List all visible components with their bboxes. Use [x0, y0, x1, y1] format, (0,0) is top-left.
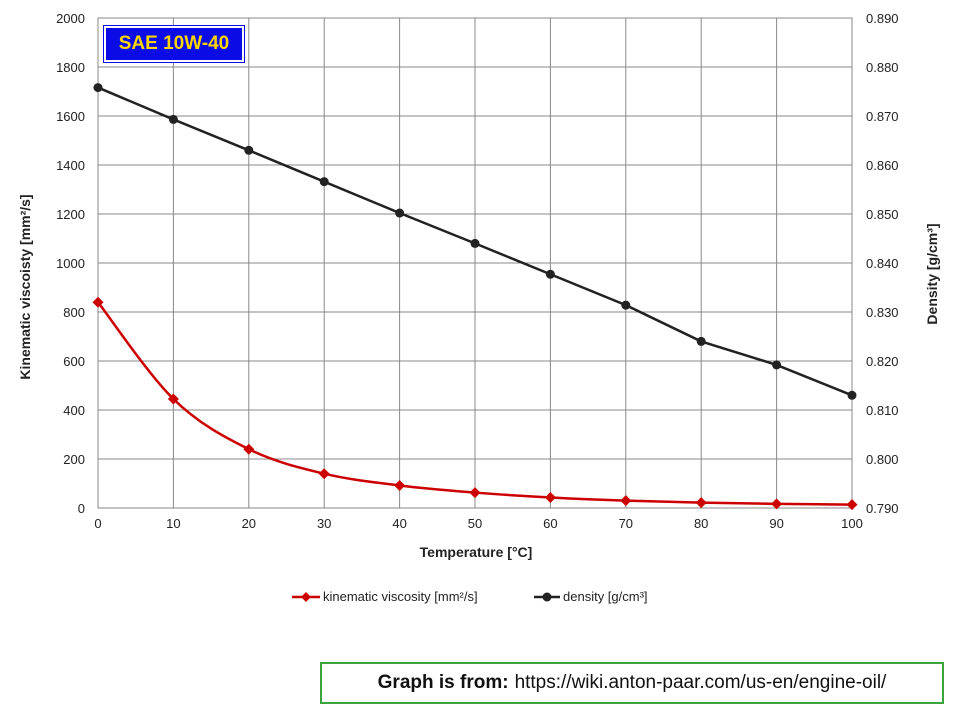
viscosity-point	[695, 497, 707, 509]
y-left-tick-label: 1800	[56, 60, 85, 75]
y-right-tick-label: 0.850	[866, 207, 899, 222]
y-left-axis-title: Kinematic viscoisty [mm²/s]	[17, 194, 33, 379]
y-left-tick-label: 800	[63, 305, 85, 320]
viscosity-point	[620, 495, 632, 507]
density-point	[772, 360, 782, 370]
density-point	[168, 114, 178, 124]
y-left-tick-label: 600	[63, 354, 85, 369]
y-left-axis-ticks: 0 200 400 600 800 1000 1200 1400 1600 1800 2000	[56, 11, 85, 516]
y-left-tick-label: 400	[63, 403, 85, 418]
series-layer	[92, 83, 858, 511]
x-tick-label: 50	[468, 516, 482, 531]
chart-title: SAE 10W-40	[118, 33, 230, 54]
viscosity-line	[97, 301, 853, 506]
x-tick-label: 80	[694, 516, 708, 531]
viscosity-point	[846, 499, 858, 511]
legend-label-viscosity: kinematic viscosity [mm²/s]	[323, 589, 478, 604]
y-left-tick-label: 1400	[56, 158, 85, 173]
legend: kinematic viscosity [mm²/s] density [g/c…	[292, 589, 648, 604]
x-tick-label: 10	[166, 516, 180, 531]
y-right-tick-label: 0.870	[866, 109, 899, 124]
y-left-tick-label: 2000	[56, 11, 85, 26]
density-point	[395, 208, 405, 218]
density-point	[93, 83, 103, 93]
y-right-tick-label: 0.810	[866, 403, 899, 418]
viscosity-point	[544, 491, 556, 503]
x-axis-title: Temperature [°C]	[420, 544, 533, 560]
y-left-tick-label: 1200	[56, 207, 85, 222]
y-right-tick-label: 0.890	[866, 11, 899, 26]
legend-marker-viscosity	[301, 592, 311, 602]
legend-marker-density	[542, 592, 552, 602]
y-right-tick-label: 0.790	[866, 501, 899, 516]
y-left-tick-label: 1600	[56, 109, 85, 124]
source-url[interactable]: https://wiki.anton-paar.com/us-en/engine…	[514, 672, 887, 693]
viscosity-point	[243, 443, 255, 455]
x-tick-label: 0	[94, 516, 101, 531]
density-point	[319, 177, 329, 187]
y-right-axis-ticks: 0.790 0.800 0.810 0.820 0.830 0.840 0.850 0.860…	[866, 11, 899, 516]
y-right-tick-label: 0.880	[866, 60, 899, 75]
source-label: Graph is from:	[377, 672, 509, 693]
x-axis-ticks: 0 10 20 30 40 50 60 70 80 90 100	[94, 516, 862, 531]
x-tick-label: 90	[769, 516, 783, 531]
y-left-tick-label: 0	[78, 501, 85, 516]
viscosity-point	[394, 479, 406, 491]
x-tick-label: 30	[317, 516, 331, 531]
grid	[97, 17, 853, 509]
viscosity-point	[469, 487, 481, 499]
y-right-tick-label: 0.820	[866, 354, 899, 369]
density-point	[545, 269, 555, 279]
density-point	[696, 336, 706, 346]
chart-title-badge: SAE 10W-40	[103, 25, 245, 63]
y-right-tick-label: 0.830	[866, 305, 899, 320]
viscosity-point	[167, 393, 179, 405]
x-tick-label: 100	[841, 516, 863, 531]
x-tick-label: 20	[242, 516, 256, 531]
y-left-tick-label: 200	[63, 452, 85, 467]
density-point	[621, 300, 631, 310]
chart: 0 10 20 30 40 50 60 70 80 90 100 0 200 400 600 800 1000…	[17, 11, 940, 604]
density-point	[847, 390, 857, 400]
viscosity-point	[318, 468, 330, 480]
y-right-axis-title: Density [g/cm³]	[924, 223, 940, 324]
x-tick-label: 40	[392, 516, 406, 531]
y-left-tick-label: 1000	[56, 256, 85, 271]
y-right-tick-label: 0.860	[866, 158, 899, 173]
y-right-tick-label: 0.800	[866, 452, 899, 467]
source-note: Graph is from: https://wiki.anton-paar.c…	[320, 662, 944, 704]
viscosity-point	[771, 498, 783, 510]
density-point	[244, 145, 254, 155]
y-right-tick-label: 0.840	[866, 256, 899, 271]
x-tick-label: 70	[619, 516, 633, 531]
density-point	[470, 238, 480, 248]
legend-label-density: density [g/cm³]	[563, 589, 648, 604]
x-tick-label: 60	[543, 516, 557, 531]
viscosity-point	[92, 296, 104, 308]
